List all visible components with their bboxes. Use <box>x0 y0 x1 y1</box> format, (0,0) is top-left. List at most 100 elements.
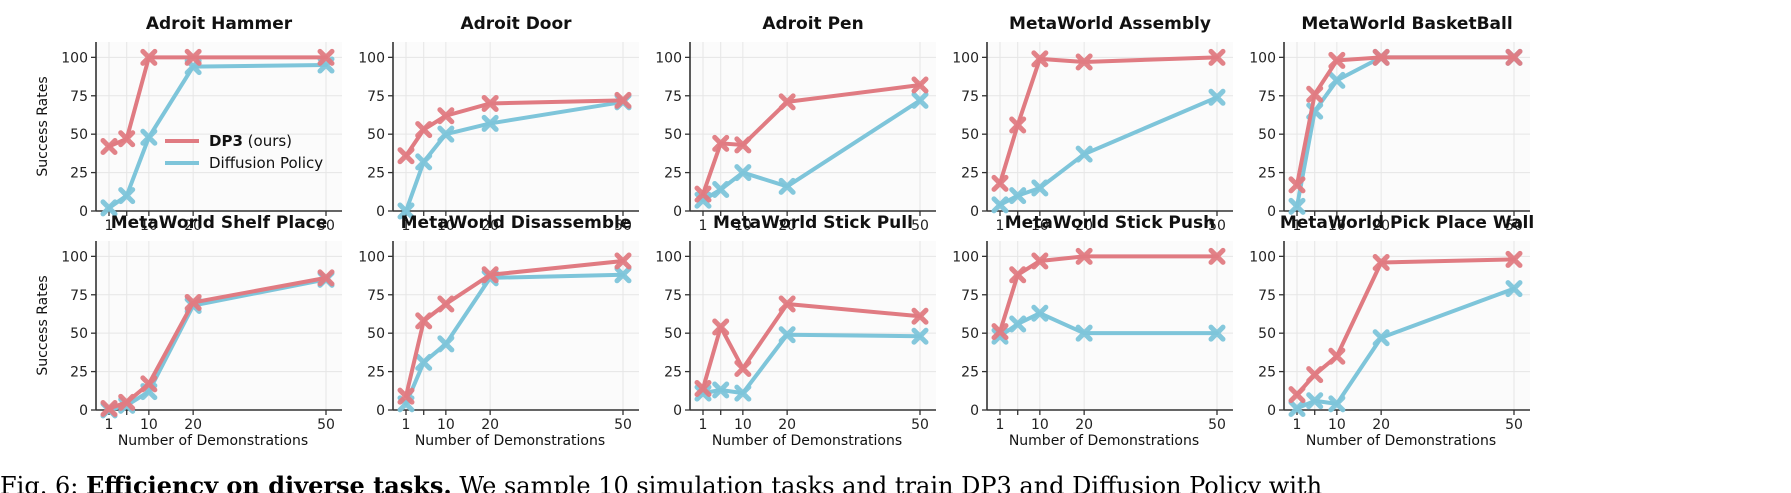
y-tick-label: 25 <box>367 365 385 381</box>
y-tick-label: 0 <box>1267 204 1276 220</box>
x-marker-shape <box>1075 324 1093 342</box>
plot-area <box>1284 42 1530 211</box>
x-marker-shape <box>1306 85 1324 103</box>
subplot-title: Adroit Door <box>460 14 572 34</box>
dp3-marker <box>1031 50 1049 68</box>
y-tick-label: 25 <box>367 166 385 182</box>
x-tick-label: 1 <box>699 218 708 234</box>
subplot-2: 0 25 50 75 100 1 10 20 50 Adroit Door <box>358 14 639 234</box>
dp3-marker <box>1306 366 1324 384</box>
x-marker-shape <box>1075 247 1093 265</box>
diffusion-marker <box>1208 324 1226 342</box>
x-tick-label: 1 <box>1293 417 1302 433</box>
x-tick-label: 50 <box>317 218 335 234</box>
dp3-marker <box>184 48 202 66</box>
y-tick-label: 0 <box>1267 403 1276 419</box>
y-tick-label: 0 <box>79 204 88 220</box>
y-tick-label: 75 <box>1258 89 1276 105</box>
plot-area <box>393 241 639 410</box>
plot-area <box>1284 241 1530 410</box>
x-marker-shape <box>911 76 929 94</box>
diffusion-marker <box>778 326 796 344</box>
x-tick-label: 10 <box>1328 417 1346 433</box>
y-tick-label: 0 <box>673 204 682 220</box>
diffusion-marker <box>1031 304 1049 322</box>
x-marker-shape <box>1372 329 1390 347</box>
x-marker-shape <box>991 196 1009 214</box>
subplot-5: 0 25 50 75 100 1 10 20 50 MetaWorld BasketBall <box>1249 14 1530 234</box>
x-tick-label: 10 <box>1031 417 1049 433</box>
x-marker-shape <box>415 312 433 330</box>
y-tick-label: 25 <box>70 365 88 381</box>
y-tick-label: 100 <box>655 50 682 66</box>
y-tick-label: 25 <box>1258 365 1276 381</box>
diffusion-marker <box>1009 187 1027 205</box>
x-tick-label: 50 <box>1505 417 1523 433</box>
dp3-marker <box>437 295 455 313</box>
subplot-title: MetaWorld Assembly <box>1009 14 1211 34</box>
diffusion-marker <box>1075 324 1093 342</box>
y-tick-label: 50 <box>961 127 979 143</box>
x-tick-label: 50 <box>317 417 335 433</box>
x-marker-shape <box>1009 116 1027 134</box>
dp3-marker <box>100 137 118 155</box>
x-marker-shape <box>734 384 752 402</box>
x-marker-shape <box>317 48 335 66</box>
x-tick-label: 10 <box>437 218 455 234</box>
diffusion-marker <box>1328 395 1346 413</box>
x-tick-label: 1 <box>105 417 114 433</box>
diffusion-marker <box>481 114 499 132</box>
y-tick-label: 75 <box>367 89 385 105</box>
dp3-marker <box>317 269 335 287</box>
x-marker-shape <box>1031 252 1049 270</box>
x-marker-shape <box>184 48 202 66</box>
x-tick-label: 50 <box>911 218 929 234</box>
dp3-marker <box>1306 85 1324 103</box>
dp3-marker <box>911 307 929 325</box>
x-marker-shape <box>1009 187 1027 205</box>
x-marker-shape <box>1306 366 1324 384</box>
x-marker-shape <box>1208 88 1226 106</box>
x-marker-shape <box>1288 386 1306 404</box>
x-axis-label: Number of Demonstrations <box>1306 433 1496 449</box>
diffusion-marker <box>1075 145 1093 163</box>
x-tick-label: 20 <box>1372 417 1390 433</box>
x-axis-label: Number of Demonstrations <box>1009 433 1199 449</box>
y-tick-label: 25 <box>664 166 682 182</box>
x-marker-shape <box>1075 53 1093 71</box>
y-tick-label: 0 <box>376 204 385 220</box>
dp3-marker <box>118 130 136 148</box>
x-tick-label: 20 <box>778 417 796 433</box>
x-tick-label: 50 <box>911 417 929 433</box>
x-tick-label: 10 <box>1328 218 1346 234</box>
x-marker-shape <box>911 91 929 109</box>
dp3-marker <box>694 185 712 203</box>
x-tick-label: 10 <box>140 218 158 234</box>
x-marker-shape <box>140 128 158 146</box>
plot-area <box>690 241 936 410</box>
x-marker-shape <box>100 137 118 155</box>
x-tick-label: 1 <box>699 417 708 433</box>
x-marker-shape <box>184 293 202 311</box>
legend-dp3-label: DP3 (ours) <box>209 132 292 150</box>
x-marker-shape <box>911 307 929 325</box>
x-marker-shape <box>1328 395 1346 413</box>
x-tick-label: 20 <box>481 218 499 234</box>
diffusion-marker <box>415 353 433 371</box>
dp3-marker <box>1505 250 1523 268</box>
dp3-marker <box>1328 51 1346 69</box>
diffusion-marker <box>1306 392 1324 410</box>
y-tick-label: 100 <box>1249 249 1276 265</box>
dp3-marker <box>100 399 118 417</box>
x-marker-shape <box>1009 266 1027 284</box>
diffusion-marker <box>1288 197 1306 215</box>
dp3-marker <box>1208 48 1226 66</box>
x-marker-shape <box>1306 392 1324 410</box>
dp3-marker <box>778 295 796 313</box>
y-tick-label: 25 <box>664 365 682 381</box>
x-tick-label: 1 <box>105 218 114 234</box>
x-marker-shape <box>1328 51 1346 69</box>
dp3-marker <box>911 76 929 94</box>
